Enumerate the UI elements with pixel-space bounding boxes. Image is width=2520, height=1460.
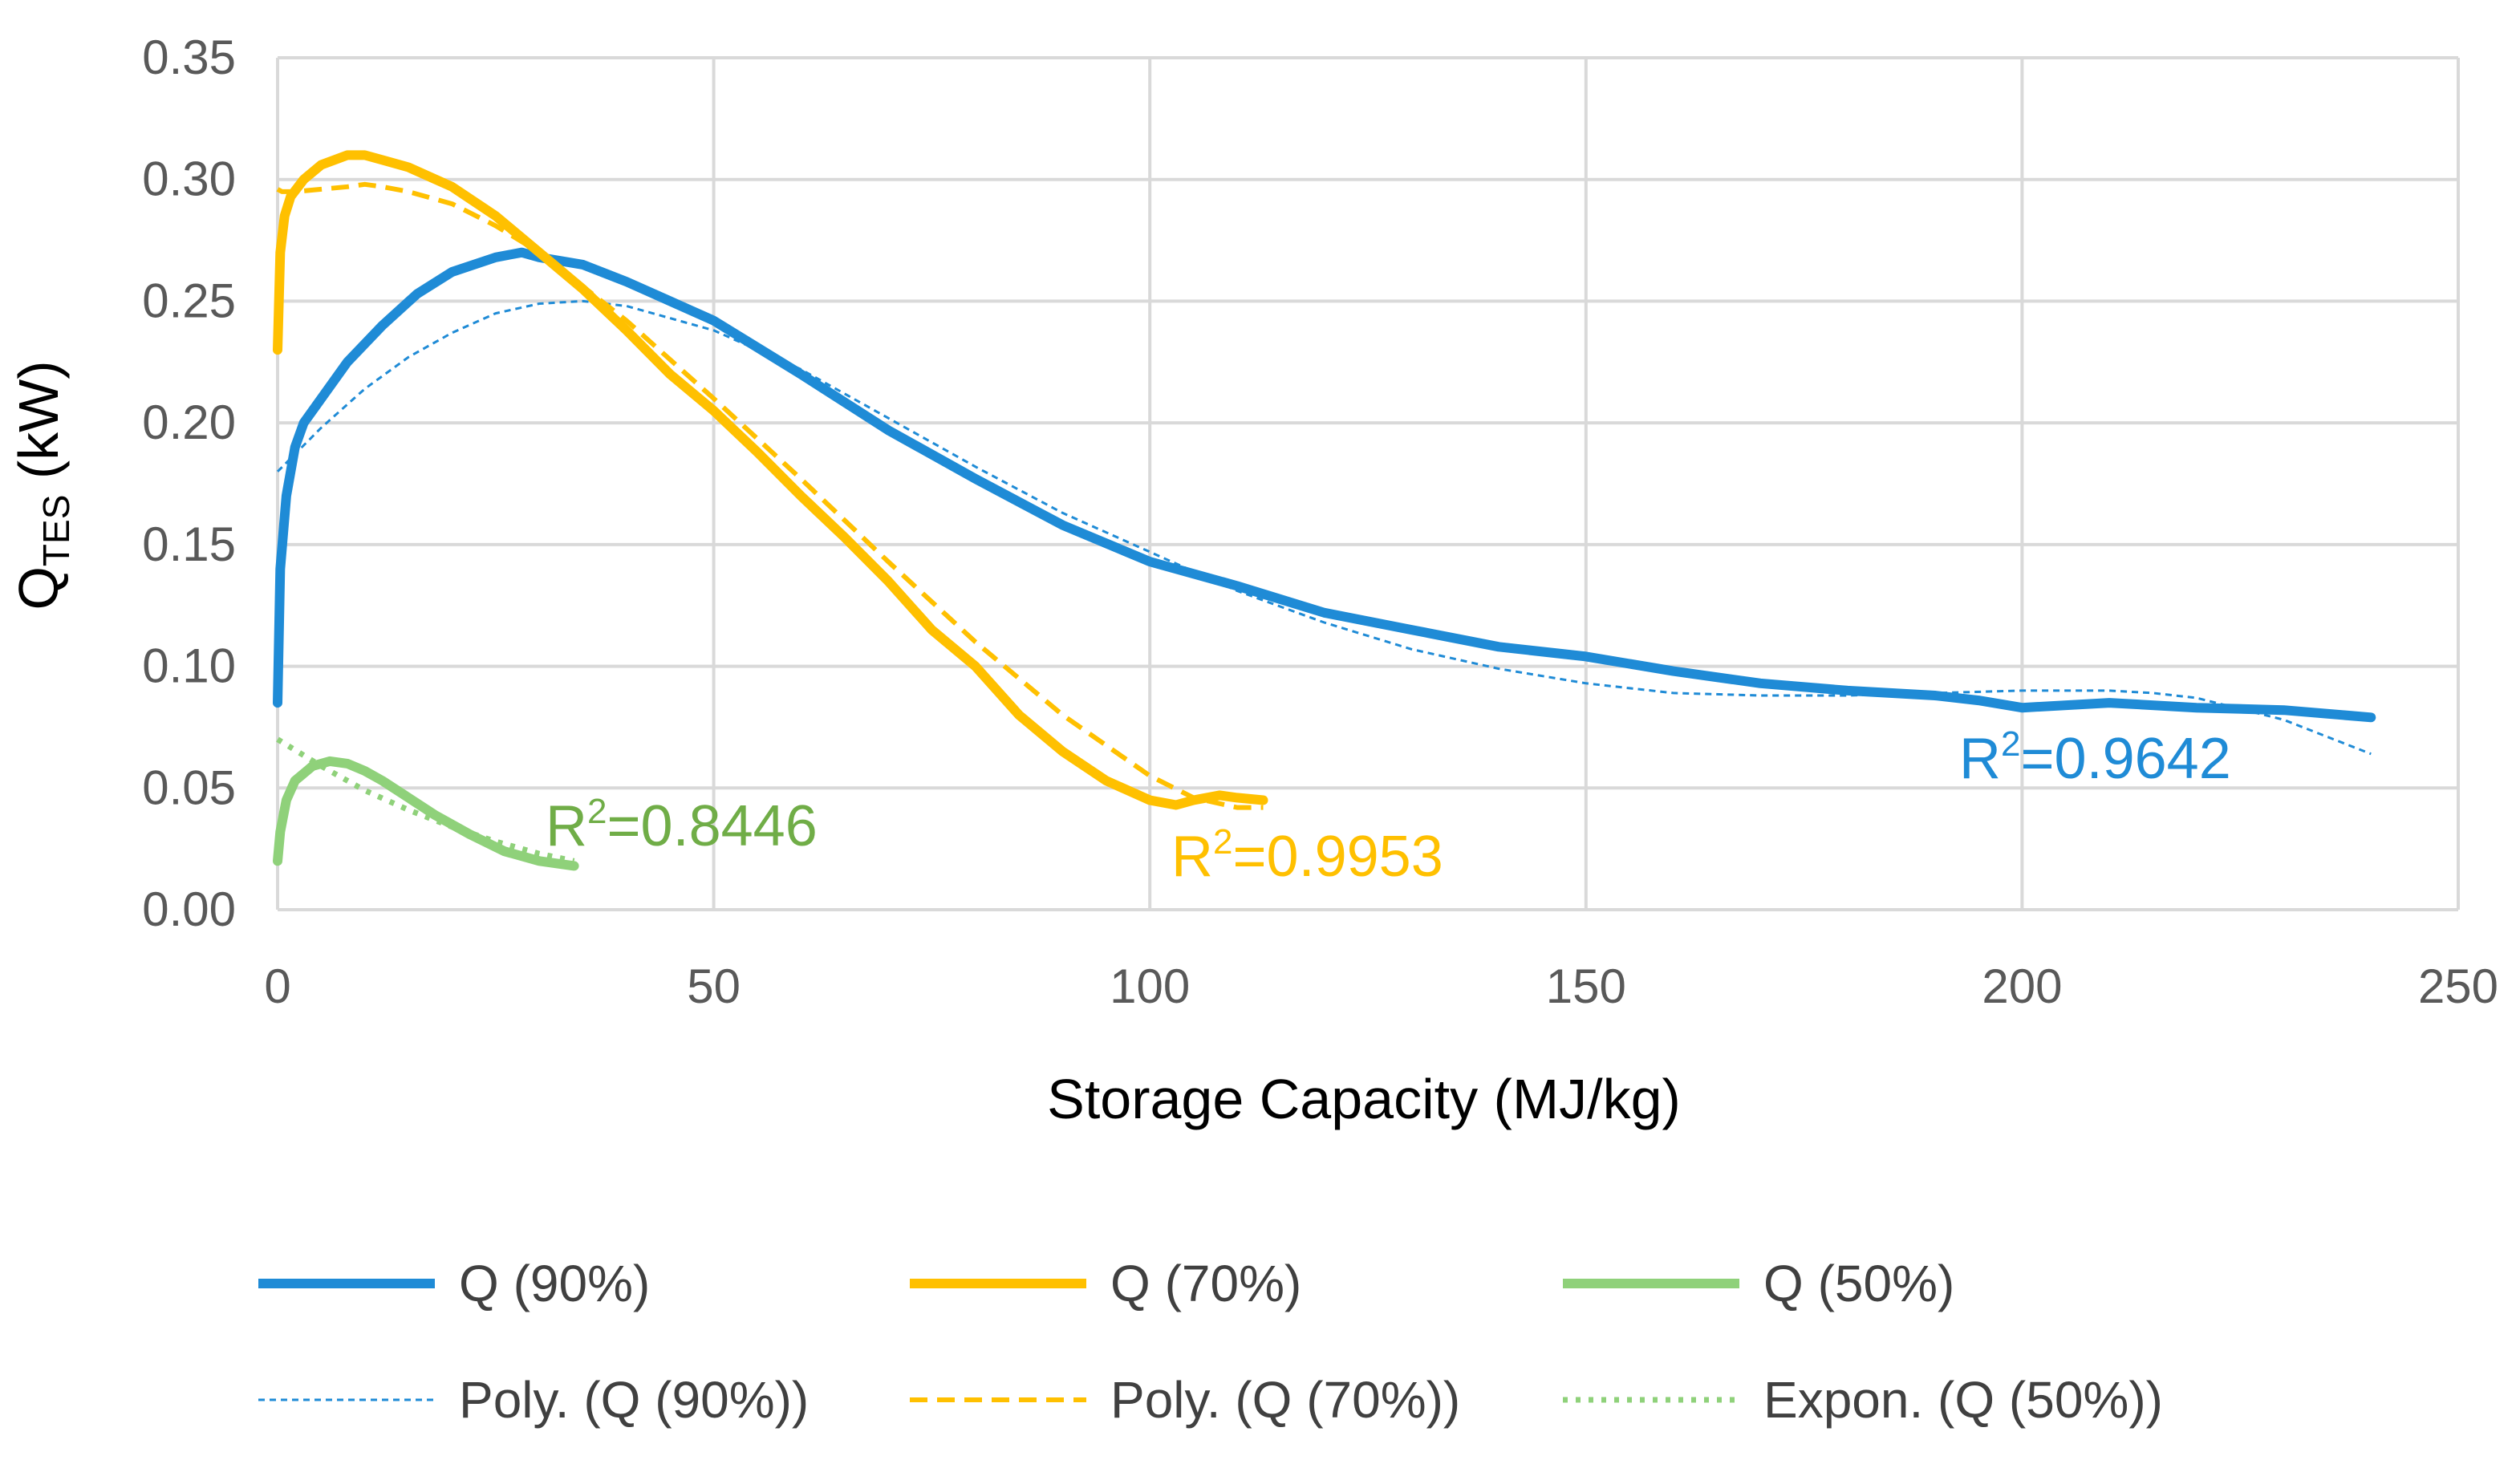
- series-layer: [273, 150, 2376, 871]
- y-axis-title-sub: TES: [35, 495, 77, 566]
- y-axis-title-unit: (kW): [7, 360, 70, 479]
- x-tick-label: 0: [264, 959, 290, 1013]
- y-tick-label: 0.00: [142, 882, 236, 936]
- x-tick-label: 250: [2418, 959, 2498, 1013]
- legend-label: Poly. (Q (70%)): [1110, 1371, 1460, 1429]
- x-tick-label: 150: [1546, 959, 1626, 1013]
- y-axis-title-main: Q: [7, 566, 70, 610]
- x-axis-ticks: 0 50 100 150 200 250: [264, 959, 2498, 1013]
- legend: Q (90%) Q (70%) Q (50%) Poly. (Q (90%)) Poly…: [258, 1255, 2163, 1429]
- x-tick-label: 50: [687, 959, 741, 1013]
- r2-label-q90: R2=0.9642: [1959, 724, 2231, 791]
- series-line-q-70: [273, 150, 1268, 810]
- y-axis-ticks: 0.00 0.05 0.10 0.15 0.20 0.25 0.30 0.35: [142, 30, 236, 936]
- series-line-q-90: [273, 247, 2376, 723]
- legend-label: Expon. (Q (50%)): [1763, 1371, 2163, 1429]
- r2-label-q70: R2=0.9953: [1171, 822, 1443, 889]
- legend-label: Poly. (Q (90%)): [459, 1371, 809, 1429]
- gridlines: [276, 56, 2460, 911]
- x-tick-label: 100: [1110, 959, 1190, 1013]
- svg-text:QTES (kW): QTES (kW): [7, 360, 77, 610]
- y-axis-title: QTES (kW): [7, 360, 77, 610]
- y-tick-label: 0.05: [142, 760, 236, 814]
- legend-label: Q (90%): [459, 1255, 650, 1312]
- legend-label: Q (50%): [1763, 1255, 1954, 1312]
- series-line-q-50: [273, 756, 579, 871]
- x-axis-title: Storage Capacity (MJ/kg): [1047, 1068, 1681, 1130]
- series-line-poly-q-90: [276, 299, 2372, 756]
- legend-label: Q (70%): [1110, 1255, 1301, 1312]
- r2-label-q50: R2=0.8446: [546, 792, 818, 858]
- y-tick-label: 0.35: [142, 30, 236, 84]
- y-tick-label: 0.20: [142, 395, 236, 449]
- y-tick-label: 0.10: [142, 639, 236, 693]
- y-tick-label: 0.25: [142, 274, 236, 327]
- x-tick-label: 200: [1982, 959, 2062, 1013]
- y-tick-label: 0.15: [142, 517, 236, 571]
- y-tick-label: 0.30: [142, 152, 236, 206]
